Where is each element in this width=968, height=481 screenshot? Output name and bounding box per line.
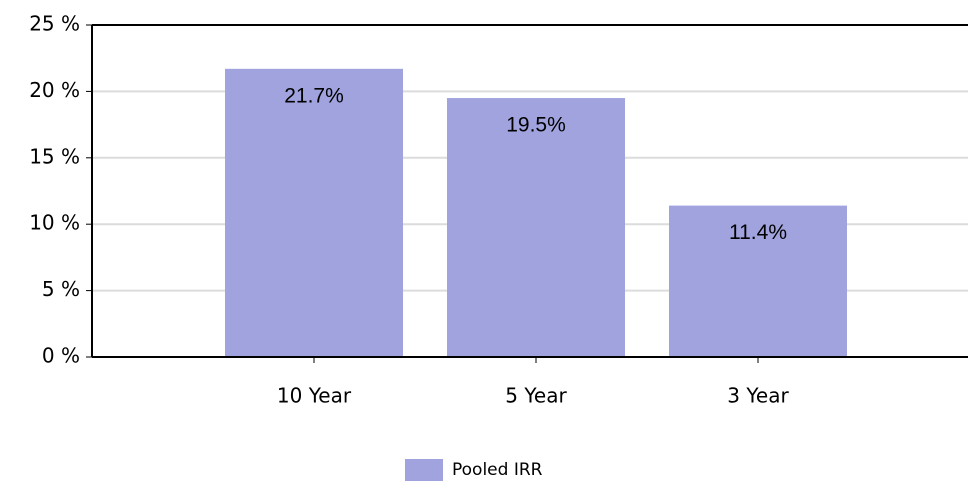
value-label: 11.4%	[729, 221, 787, 244]
x-tick-label: 5 Year	[505, 384, 567, 408]
legend-swatch	[405, 459, 443, 481]
y-tick-label: 0 %	[42, 344, 80, 368]
value-label: 21.7%	[284, 84, 344, 107]
bar	[225, 68, 403, 357]
y-tick-label: 15 %	[29, 144, 80, 168]
bar	[669, 205, 847, 357]
x-tick-label: 3 Year	[727, 384, 789, 408]
y-tick-label: 25 %	[29, 12, 80, 36]
value-label: 19.5%	[506, 114, 566, 137]
x-tick-label: 10 Year	[277, 384, 352, 408]
y-tick-label: 10 %	[29, 211, 80, 235]
y-tick-label: 5 %	[42, 277, 80, 301]
y-tick-label: 20 %	[29, 78, 80, 102]
bar	[447, 98, 625, 357]
legend-label: Pooled IRR	[452, 460, 543, 480]
